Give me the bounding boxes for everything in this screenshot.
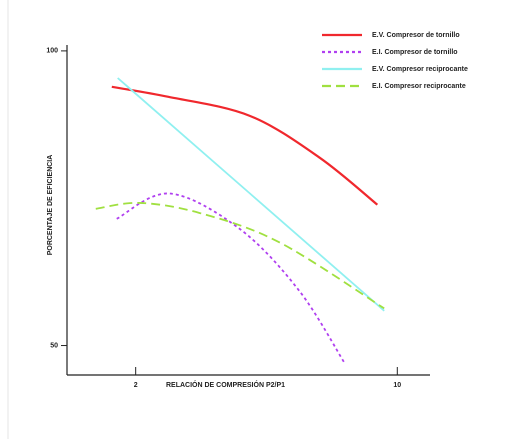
x-tick-label: 10 xyxy=(393,382,401,389)
series-line xyxy=(111,85,379,206)
legend-label: E.V. Compresor reciprocante xyxy=(372,66,468,73)
x-tick-label: 2 xyxy=(134,382,138,389)
y-tick-label: 100 xyxy=(46,48,58,55)
legend-label: E.I. Compresor de tornillo xyxy=(372,49,458,56)
series-line xyxy=(117,77,385,312)
x-axis-label: RELACIÓN DE COMPRESIÓN P2/P1 xyxy=(166,380,285,389)
series-line xyxy=(116,192,346,364)
legend-label: E.V. Compresor de tornillo xyxy=(372,32,460,39)
y-tick-label: 50 xyxy=(50,342,58,349)
y-axis-label: PORCENTAJE DE EFICIENCIA xyxy=(47,155,54,256)
series-line xyxy=(95,202,385,310)
legend-label: E.I. Compresor reciprocante xyxy=(372,83,466,90)
